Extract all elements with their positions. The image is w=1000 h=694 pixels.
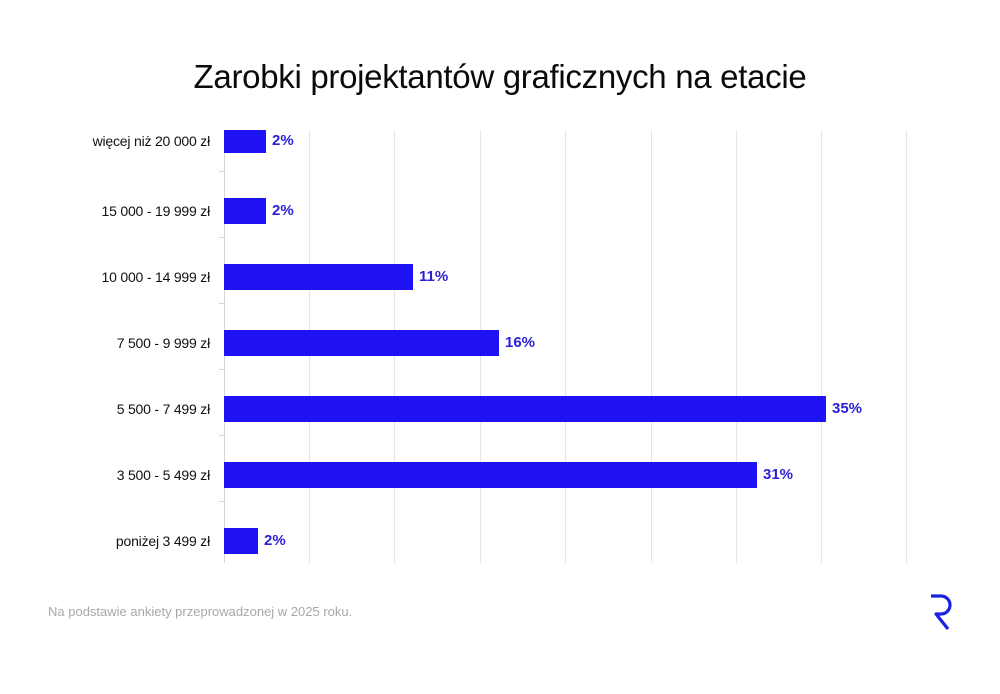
bar-value-label: 35% bbox=[832, 400, 863, 417]
y-tick bbox=[219, 435, 224, 436]
bar-value-label: 2% bbox=[264, 532, 286, 549]
gridline bbox=[821, 130, 822, 563]
bar-value-label: 16% bbox=[505, 334, 536, 351]
category-label: 15 000 - 19 999 zł bbox=[101, 203, 211, 219]
gridline bbox=[736, 130, 737, 563]
y-tick bbox=[219, 237, 224, 238]
bar bbox=[224, 330, 499, 356]
bar bbox=[224, 264, 413, 290]
gridline bbox=[906, 130, 907, 563]
bar bbox=[224, 198, 266, 224]
y-tick bbox=[219, 369, 224, 370]
category-label: 10 000 - 14 999 zł bbox=[101, 269, 211, 285]
gridline bbox=[565, 130, 566, 563]
chart-title: Zarobki projektantów graficznych na etac… bbox=[193, 58, 807, 95]
y-tick bbox=[219, 501, 224, 502]
bar bbox=[224, 528, 258, 554]
y-tick bbox=[219, 171, 224, 172]
bar bbox=[224, 130, 266, 153]
category-label: 7 500 - 9 999 zł bbox=[116, 335, 211, 351]
bar-value-label: 2% bbox=[272, 132, 294, 149]
y-tick bbox=[219, 303, 224, 304]
bar-value-label: 31% bbox=[763, 466, 794, 483]
category-label: poniżej 3 499 zł bbox=[115, 533, 210, 549]
bar-value-label: 11% bbox=[419, 268, 449, 285]
gridline bbox=[651, 130, 652, 563]
bar bbox=[224, 396, 826, 422]
category-label: więcej niż 20 000 zł bbox=[92, 133, 211, 149]
plot-area: 2% 2% 11% 16% 35% 31% 2% bbox=[219, 130, 914, 563]
r-logo-icon bbox=[931, 594, 952, 630]
category-label: 3 500 - 5 499 zł bbox=[116, 467, 211, 483]
source-note: Na podstawie ankiety przeprowadzonej w 2… bbox=[48, 604, 353, 619]
bar-value-label: 2% bbox=[272, 202, 294, 219]
bar bbox=[224, 462, 757, 488]
category-label: 5 500 - 7 499 zł bbox=[116, 401, 211, 417]
